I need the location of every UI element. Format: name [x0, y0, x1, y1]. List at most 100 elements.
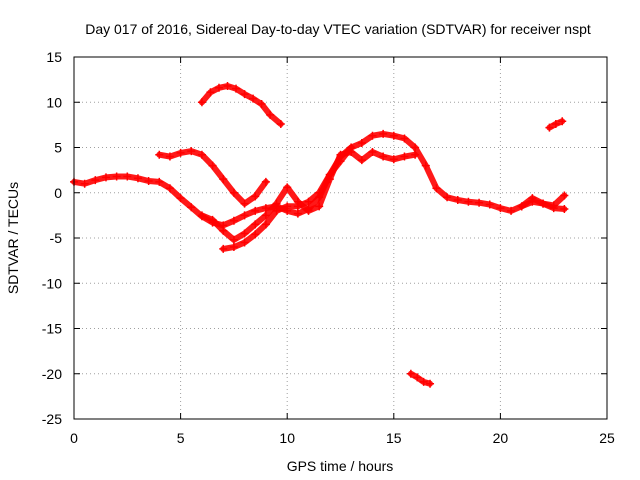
data-point [112, 172, 121, 181]
x-tick-label: 15 [386, 430, 402, 446]
data-point [187, 147, 196, 156]
data-point [336, 157, 345, 166]
series-trace-d [197, 148, 420, 244]
data-point [261, 220, 270, 229]
data-point [507, 206, 516, 215]
data-point [406, 369, 415, 378]
data-point [133, 174, 142, 183]
data-point [475, 198, 484, 207]
data-point [229, 216, 238, 225]
y-tick-label: -20 [42, 366, 62, 382]
data-point [304, 206, 313, 215]
data-point [272, 206, 281, 215]
data-point [539, 199, 548, 208]
y-tick-label: -5 [50, 230, 63, 246]
y-tick-label: 15 [46, 49, 62, 65]
data-point [453, 195, 462, 204]
data-point [214, 83, 223, 92]
x-tick-label: 20 [493, 430, 509, 446]
data-point [206, 88, 215, 97]
data-point [485, 200, 494, 209]
data-point [123, 172, 132, 181]
data-point [219, 226, 228, 235]
data-point [283, 183, 292, 192]
axis-ticks [73, 56, 608, 420]
data-point [251, 206, 260, 215]
data-point [357, 138, 366, 147]
series-trace-h [406, 369, 435, 388]
data-point [545, 123, 554, 132]
data-point [464, 197, 473, 206]
x-tick-label: 10 [279, 430, 295, 446]
data-point [276, 119, 285, 128]
data-point [261, 211, 270, 220]
series-trace-c [197, 81, 285, 128]
y-tick-label: -10 [42, 275, 62, 291]
data-point [357, 156, 366, 165]
data-point [304, 197, 313, 206]
data-point [232, 84, 241, 93]
data-point [155, 150, 164, 159]
series-line [220, 130, 568, 252]
data-point [176, 194, 185, 203]
data-point [315, 188, 324, 197]
data-point [80, 179, 89, 188]
data-point [257, 100, 266, 109]
data-point [91, 176, 100, 185]
y-tick-label: 5 [54, 140, 62, 156]
data-point [229, 243, 238, 252]
grid-lines [74, 57, 607, 419]
data-point [229, 235, 238, 244]
data-point [517, 202, 526, 211]
data-point [293, 202, 302, 211]
data-point [411, 143, 420, 152]
data-point [251, 220, 260, 229]
data-point [419, 377, 428, 386]
data-point [144, 176, 153, 185]
data-point [197, 211, 206, 220]
data-point [176, 148, 185, 157]
plot-frame [73, 56, 608, 420]
data-point [251, 230, 260, 239]
data-point [379, 129, 388, 138]
x-axis-title: GPS time / hours [287, 458, 394, 474]
data-point [496, 204, 505, 213]
data-point [251, 192, 260, 201]
y-tick-label: 0 [54, 185, 62, 201]
chart-title: Day 017 of 2016, Sidereal Day-to-day VTE… [85, 21, 591, 37]
data-point [368, 131, 377, 140]
data-point [208, 215, 217, 224]
data-point [197, 98, 206, 107]
data-point [240, 211, 249, 220]
series-trace-g [545, 117, 567, 132]
data-point [272, 199, 281, 208]
data-point [432, 184, 441, 193]
y-axis-title: SDTVAR / TECUs [5, 182, 21, 294]
series-trace-b [155, 147, 270, 208]
data-point [240, 90, 249, 99]
series-trace-f [517, 194, 569, 214]
data-point [219, 244, 228, 253]
data-point [101, 173, 110, 182]
data-point [240, 238, 249, 247]
data-point [528, 194, 537, 203]
data-point [400, 152, 409, 161]
data-point [223, 81, 232, 90]
data-point [240, 199, 249, 208]
y-tick-label: -15 [42, 321, 62, 337]
series-trace-e [219, 129, 569, 253]
data-point [197, 150, 206, 159]
data-point [549, 204, 558, 213]
data-point [551, 119, 560, 128]
data-point [249, 94, 258, 103]
data-point [315, 202, 324, 211]
data-point [560, 205, 569, 214]
data-point [379, 152, 388, 161]
data-point [219, 175, 228, 184]
series-line [198, 83, 284, 127]
y-tick-label: -25 [42, 411, 62, 427]
data-point [208, 161, 217, 170]
data-point [266, 110, 275, 119]
data-series [70, 81, 569, 388]
